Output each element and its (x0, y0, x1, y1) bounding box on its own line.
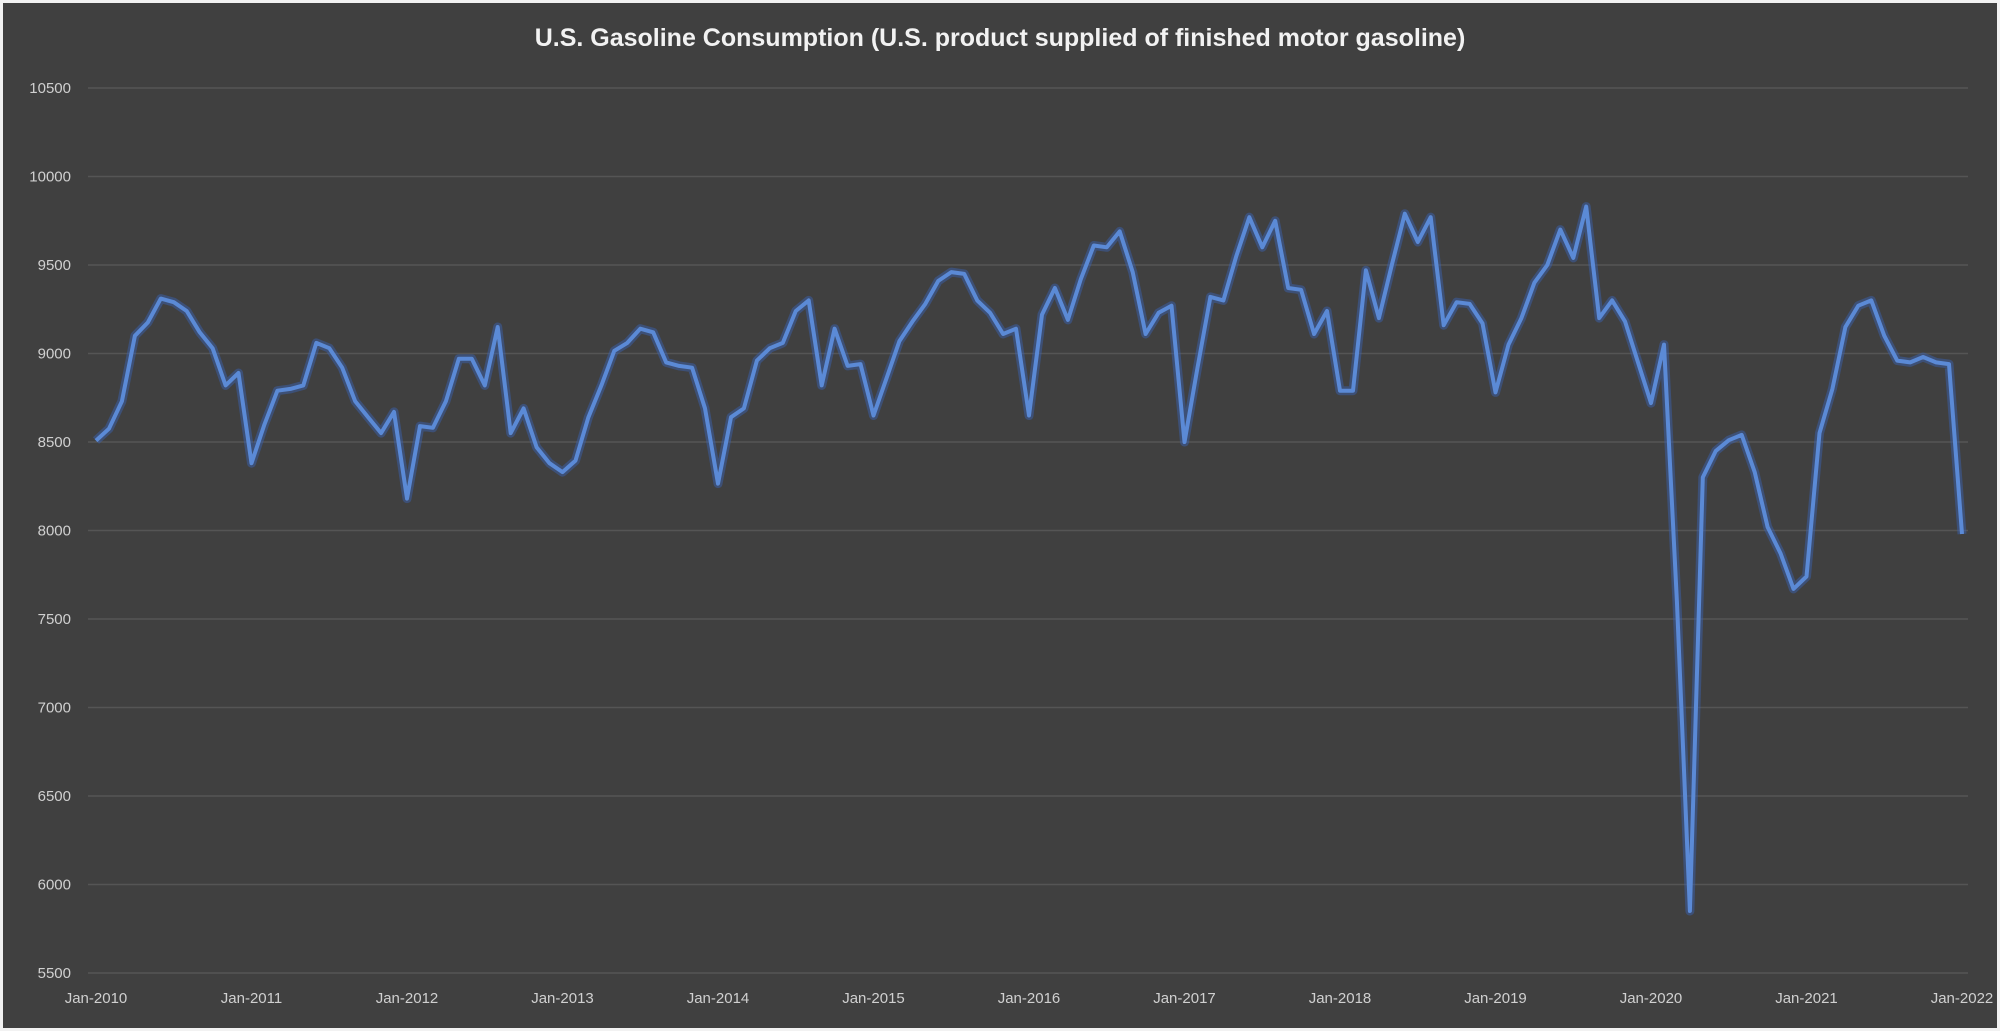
x-tick-label: Jan-2022 (1931, 990, 1994, 1007)
y-tick-label: 8500 (38, 434, 71, 451)
x-axis-ticks: Jan-2010 Jan-2011 Jan-2012 Jan-2013 Jan-2014… (65, 990, 1994, 1007)
x-tick-label: Jan-2017 (1153, 990, 1216, 1007)
x-tick-label: Jan-2020 (1620, 990, 1683, 1007)
y-tick-label: 6500 (38, 788, 71, 805)
x-tick-label: Jan-2016 (998, 990, 1061, 1007)
x-tick-label: Jan-2014 (687, 990, 750, 1007)
series-layer (92, 202, 1967, 916)
y-tick-label: 10500 (29, 80, 71, 97)
y-tick-label: 7500 (38, 611, 71, 628)
y-axis-ticks: 10500 10000 9500 9000 8500 8000 7500 7000 6500 60… (29, 80, 71, 982)
y-tick-label: 6000 (38, 877, 71, 894)
y-tick-label: 8000 (38, 523, 71, 540)
x-tick-label: Jan-2019 (1464, 990, 1527, 1007)
line-chart: U.S. Gasoline Consumption (U.S. product … (3, 3, 1997, 1028)
chart-svg: U.S. Gasoline Consumption (U.S. product … (29, 24, 1994, 1007)
x-tick-label: Jan-2021 (1775, 990, 1838, 1007)
y-tick-label: 10000 (29, 169, 71, 186)
gridlines (88, 87, 1968, 974)
x-tick-label: Jan-2012 (376, 990, 439, 1007)
y-tick-label: 9500 (38, 257, 71, 274)
x-tick-label: Jan-2015 (842, 990, 905, 1007)
y-tick-label: 5500 (38, 965, 71, 982)
chart-title: U.S. Gasoline Consumption (U.S. product … (535, 24, 1466, 52)
y-tick-label: 9000 (38, 346, 71, 363)
x-tick-label: Jan-2010 (65, 990, 128, 1007)
y-tick-label: 7000 (38, 700, 71, 717)
x-tick-label: Jan-2011 (221, 990, 282, 1007)
x-tick-label: Jan-2018 (1309, 990, 1372, 1007)
series-line-glow (92, 202, 1967, 916)
x-tick-label: Jan-2013 (531, 990, 594, 1007)
